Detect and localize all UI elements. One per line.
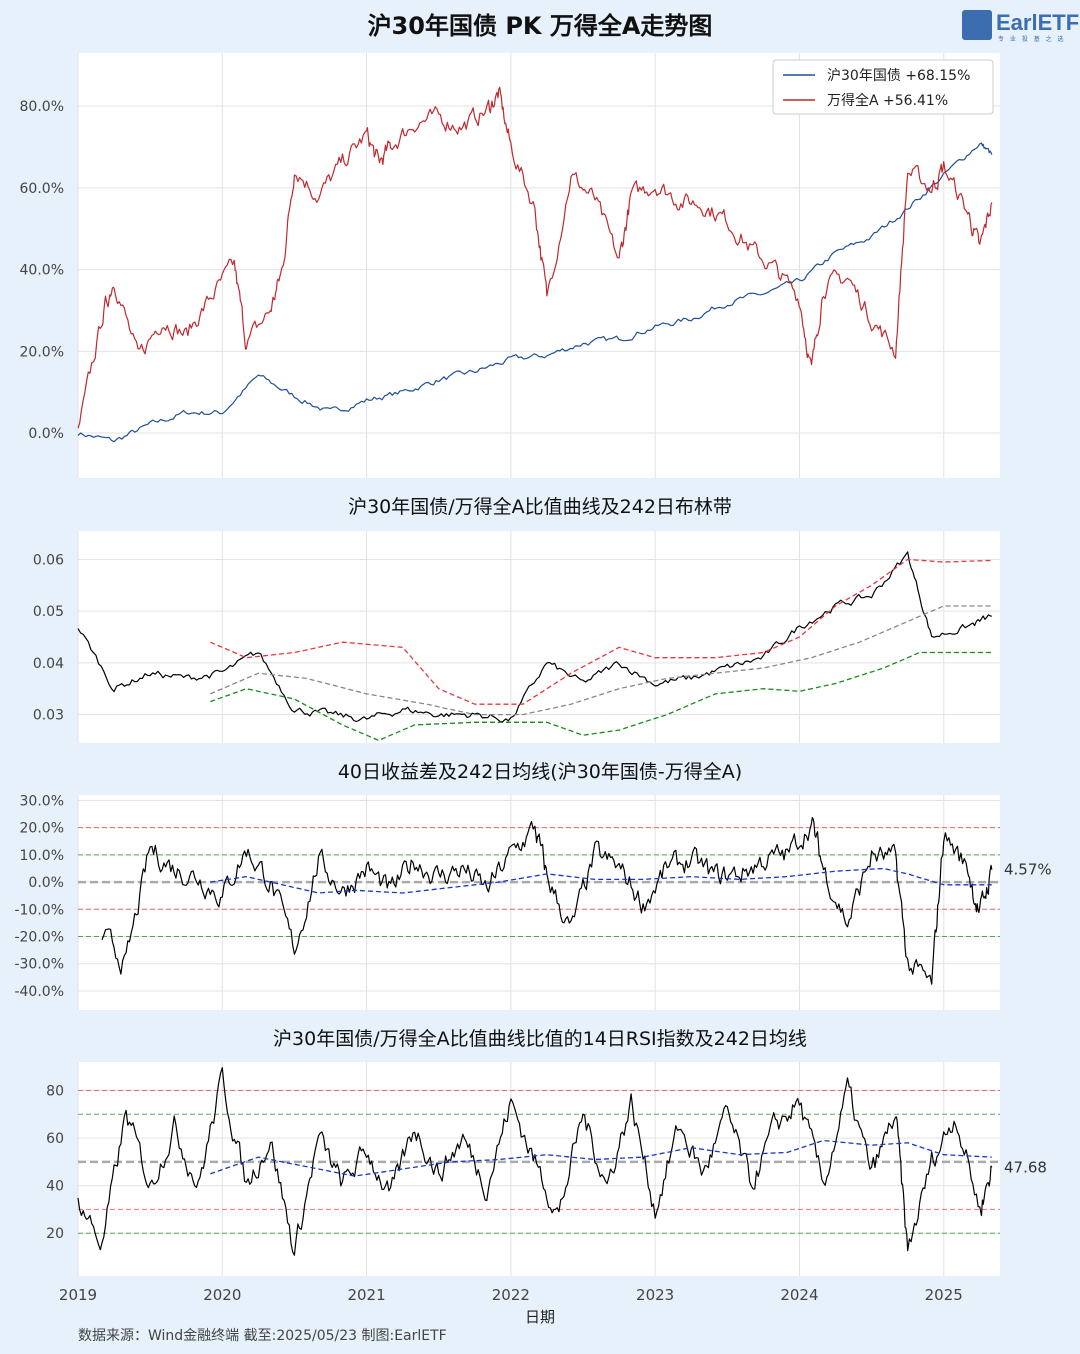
page-title: 沪30年国债 PK 万得全A走势图 — [367, 12, 713, 40]
x-tick-label: 2021 — [347, 1286, 385, 1304]
legend-label: 万得全A +56.41% — [827, 92, 948, 109]
series-line-4-1 — [77, 1067, 993, 1256]
logo-name: EarlETF — [996, 10, 1080, 35]
series-line-4-2 — [210, 1139, 992, 1177]
y-tick-label: 40.0% — [20, 263, 64, 279]
y-tick-label: 20.0% — [20, 821, 64, 837]
y-tick-label: 20.0% — [20, 344, 64, 360]
x-tick-label: 2019 — [59, 1286, 97, 1304]
series-line-3-1 — [101, 817, 993, 985]
legend-box — [772, 59, 994, 115]
x-axis-label: 日期 — [524, 1308, 555, 1326]
legend-label: 沪30年国债 +68.15% — [827, 68, 970, 84]
logo-icon — [962, 10, 992, 40]
y-tick-label: 0.06 — [33, 552, 64, 568]
y-tick-label: 0.03 — [33, 708, 64, 724]
series-line-2-2 — [210, 558, 992, 705]
y-tick-label: 40 — [46, 1179, 64, 1195]
series-line-1-2 — [77, 86, 993, 429]
y-tick-label: 10.0% — [20, 848, 64, 864]
x-tick-label: 2025 — [925, 1286, 963, 1304]
y-tick-label: 0.0% — [28, 426, 64, 442]
x-tick-label: 2020 — [203, 1286, 241, 1304]
plot-area-4 — [78, 1062, 1000, 1276]
y-tick-label: -10.0% — [14, 902, 64, 918]
y-tick-label: 80.0% — [20, 99, 64, 115]
panel-title-3: 40日收益差及242日均线(沪30年国债-万得全A) — [338, 761, 742, 783]
y-tick-label: 0.0% — [28, 875, 64, 891]
series-line-2-3 — [210, 605, 992, 716]
y-tick-label: 30.0% — [20, 793, 64, 809]
y-tick-label: 0.04 — [33, 656, 64, 672]
y-tick-label: -20.0% — [14, 930, 64, 946]
logo: EarlETF 专 业 投 基 之 选 — [962, 10, 1079, 44]
plot-area-3 — [78, 795, 1000, 1010]
end-value-label: 47.68 — [1004, 1158, 1047, 1176]
series-line-2-1 — [77, 551, 992, 723]
y-tick-label: 60.0% — [20, 181, 64, 197]
end-value-label: 4.57% — [1004, 861, 1052, 879]
y-tick-label: 20 — [46, 1226, 64, 1242]
y-tick-label: -30.0% — [14, 957, 64, 973]
x-tick-label: 2022 — [492, 1286, 530, 1304]
panel-title-4: 沪30年国债/万得全A比值曲线比值的14日RSI指数及242日均线 — [273, 1028, 807, 1050]
plot-area-1 — [78, 53, 1000, 478]
panel-title-2: 沪30年国债/万得全A比值曲线及242日布林带 — [348, 496, 732, 518]
x-tick-label: 2024 — [780, 1286, 818, 1304]
y-tick-label: 60 — [46, 1131, 64, 1147]
x-tick-label: 2023 — [636, 1286, 674, 1304]
source-footnote: 数据来源：Wind金融终端 截至:2025/05/23 制图:EarlETF — [78, 1328, 447, 1344]
y-tick-label: 0.05 — [33, 604, 64, 620]
plot-area-2 — [78, 531, 1000, 743]
series-line-2-4 — [210, 651, 992, 742]
series-line-3-2 — [210, 867, 992, 894]
series-line-1-1 — [77, 142, 993, 443]
y-tick-label: 80 — [46, 1084, 64, 1100]
logo-tagline: 专 业 投 基 之 选 — [998, 36, 1066, 43]
y-tick-label: -40.0% — [14, 984, 64, 1000]
